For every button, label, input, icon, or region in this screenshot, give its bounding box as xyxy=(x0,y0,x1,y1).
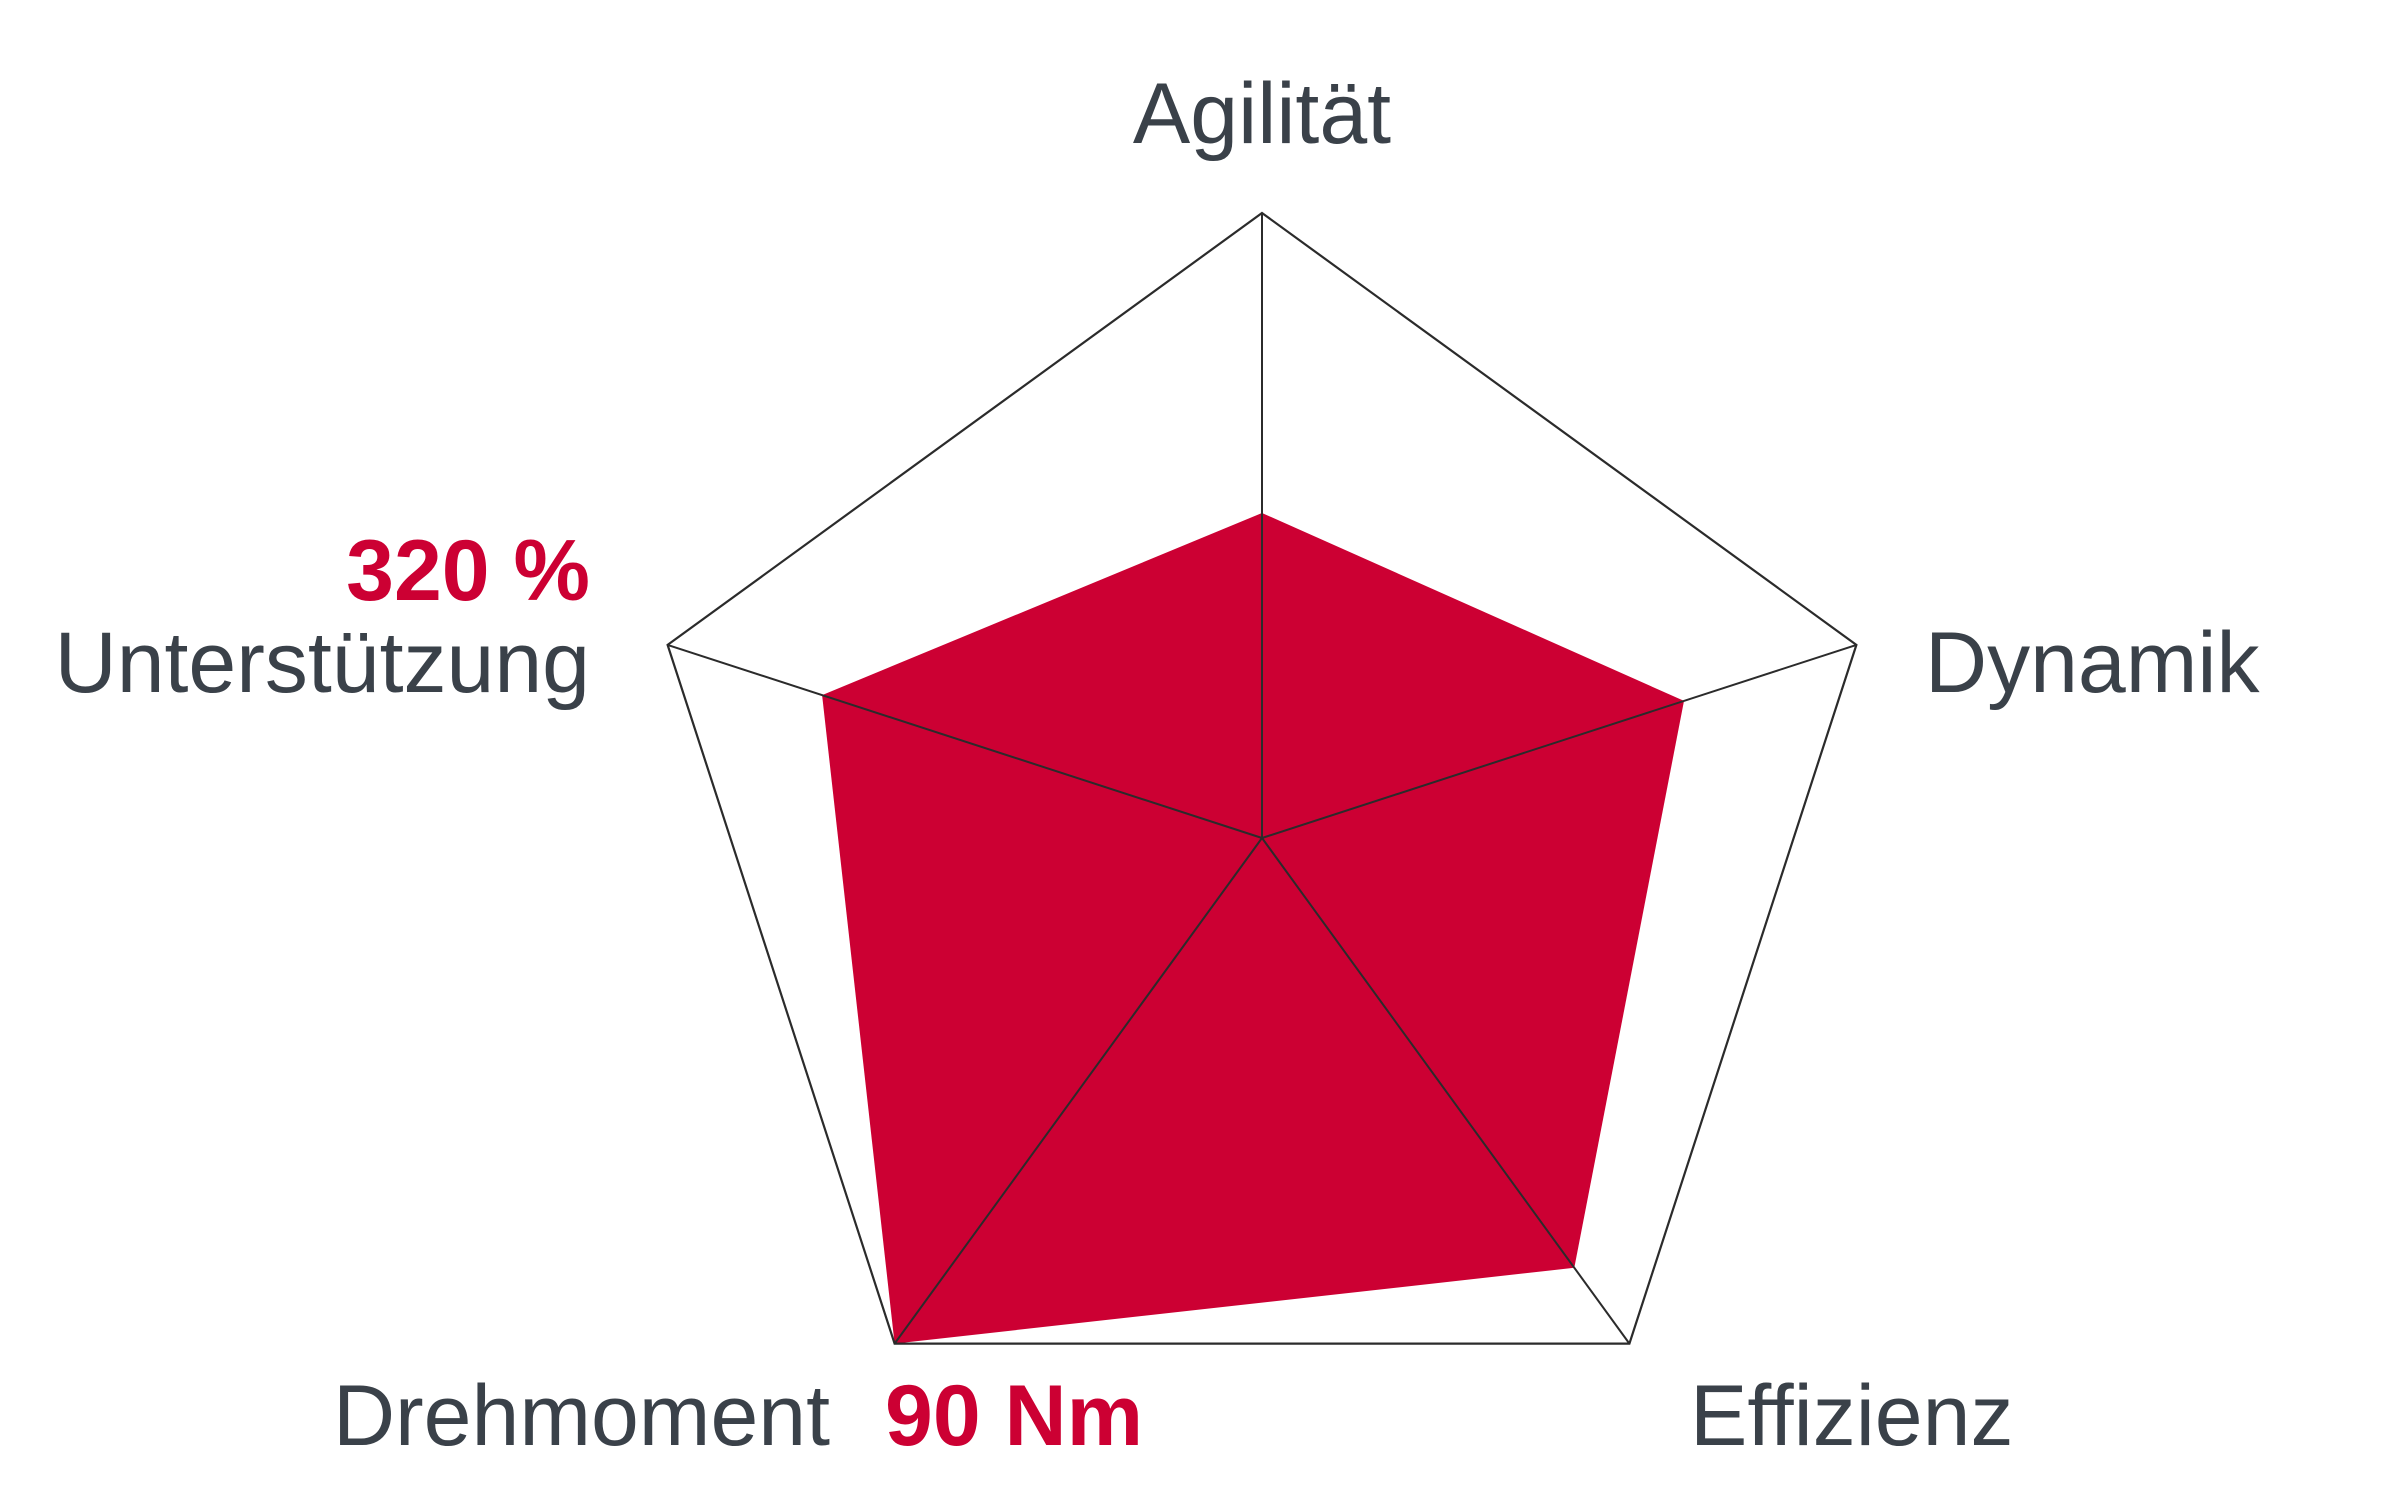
spoke-1 xyxy=(1261,643,1857,839)
torque-value-label: 90 Nm xyxy=(885,1368,1143,1464)
spoke-3 xyxy=(893,837,1263,1345)
axis-label-agilitaet: Agilität xyxy=(1133,66,1391,162)
spoke-2 xyxy=(1261,837,1631,1345)
spoke-4 xyxy=(667,643,1263,839)
frame-layer xyxy=(666,211,1858,1345)
outer-pentagon xyxy=(666,211,1858,1345)
axis-label-drehmoment: Drehmoment xyxy=(333,1368,830,1464)
axis-label-unterstuetzung: Unterstützung xyxy=(55,615,590,711)
data-layer xyxy=(822,513,1684,1344)
support-value-label: 320 % xyxy=(346,523,590,619)
axis-label-dynamik: Dynamik xyxy=(1925,615,2261,711)
data-polygon xyxy=(822,513,1684,1344)
axis-label-effizienz: Effizienz xyxy=(1690,1368,2013,1464)
